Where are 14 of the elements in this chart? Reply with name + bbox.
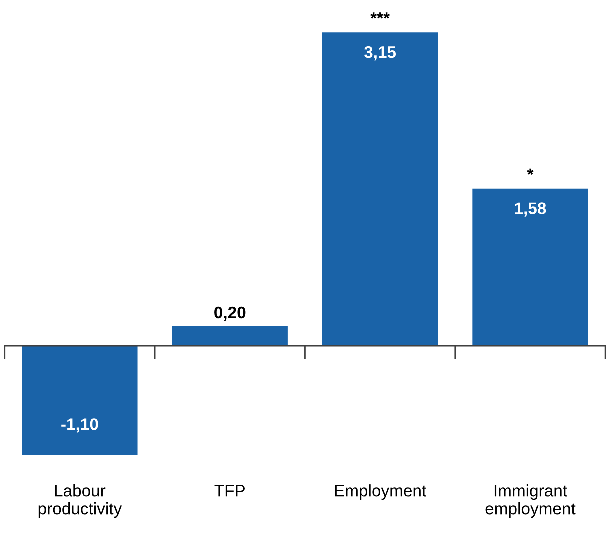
x-tick-label: TFP	[214, 485, 245, 497]
bar	[172, 326, 288, 346]
x-tick-label: Employment	[335, 484, 426, 500]
bar	[472, 188, 588, 346]
annotation: ***	[370, 12, 390, 19]
data-label: 1,58	[515, 202, 546, 217]
bar	[322, 32, 438, 346]
data-label: 0,20	[214, 306, 246, 322]
data-label: 3,15	[364, 46, 396, 61]
x-tick-label: Labour productivity	[38, 484, 122, 518]
x-tick-label: Immigrant employment	[486, 484, 576, 518]
data-label: -1,10	[62, 418, 98, 433]
bar	[22, 346, 138, 456]
annotation: *	[527, 168, 534, 176]
